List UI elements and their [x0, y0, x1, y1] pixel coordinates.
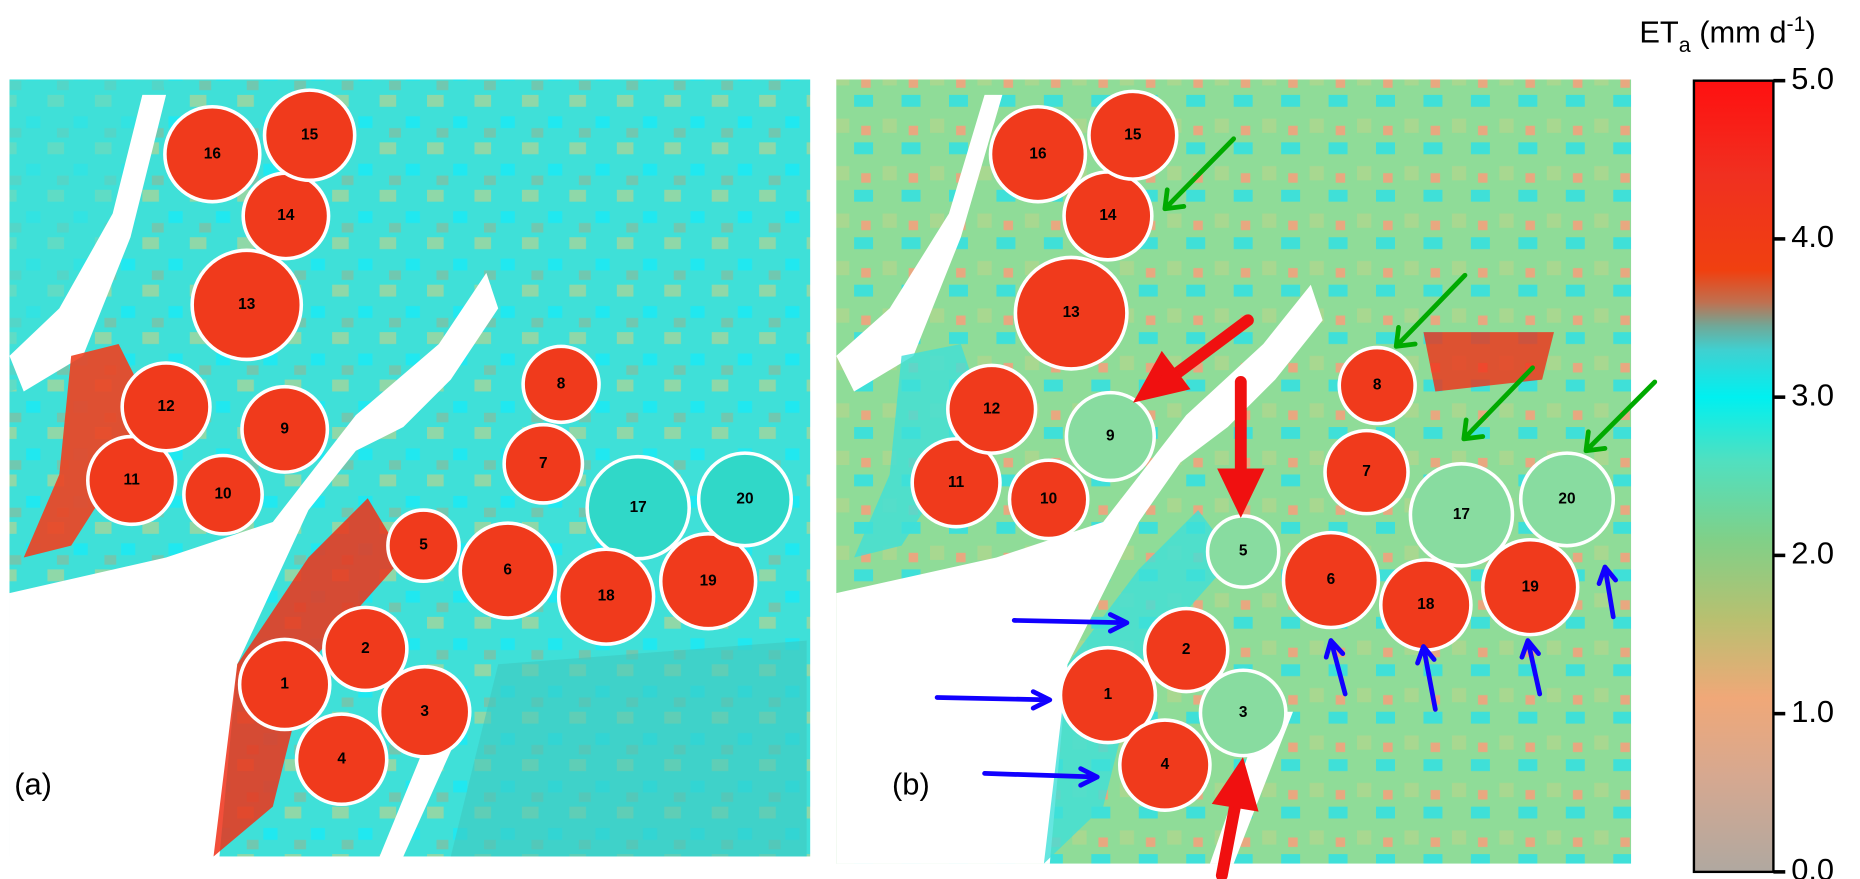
title-unit: (mm d: [1691, 15, 1787, 50]
field-label: 18: [598, 588, 616, 605]
colorbar-tick-label: 3.0: [1791, 377, 1834, 412]
field-label: 16: [1029, 145, 1047, 162]
field-label: 17: [1453, 506, 1470, 523]
field-label: 15: [1124, 126, 1142, 143]
field-label: 13: [1063, 304, 1081, 321]
field-label: 5: [419, 537, 428, 554]
panel-label: (a): [14, 767, 52, 802]
title-sub: a: [1679, 33, 1691, 57]
field-label: 13: [238, 296, 256, 313]
colorbar-title: ETa (mm d-1): [1639, 12, 1815, 57]
figure: 1234567891011121314151617181920123456789…: [0, 0, 1860, 879]
field-label: 6: [1327, 571, 1336, 588]
field-label: 15: [301, 126, 319, 143]
field-label: 8: [557, 375, 566, 392]
colorbar-tick-label: 0.0: [1791, 852, 1834, 879]
field-label: 18: [1417, 596, 1435, 613]
title-main: ET: [1639, 15, 1679, 50]
field-label: 20: [1558, 490, 1575, 507]
field-label: 12: [158, 398, 175, 415]
colorbar-tick-label: 2.0: [1791, 536, 1834, 571]
field-label: 5: [1239, 543, 1248, 560]
field-label: 11: [948, 474, 965, 491]
field-label: 2: [361, 640, 370, 657]
colorbar-tick-label: 4.0: [1791, 219, 1834, 254]
field-label: 6: [503, 562, 512, 579]
field-label: 17: [630, 499, 647, 516]
field-label: 4: [337, 750, 346, 767]
field-label: 10: [1040, 490, 1057, 507]
field-label: 11: [124, 472, 141, 489]
field-label: 7: [1362, 463, 1371, 480]
field-label: 14: [277, 207, 295, 224]
field-label: 7: [539, 455, 548, 472]
field-label: 1: [280, 676, 289, 693]
field-label: 10: [214, 486, 231, 503]
field-label: 4: [1161, 756, 1170, 773]
field-label: 8: [1373, 377, 1382, 394]
colorbar-tick-label: 1.0: [1791, 694, 1834, 729]
colorbar: ETa (mm d-1): [1639, 12, 1815, 872]
field-label: 2: [1182, 641, 1191, 658]
field-label: 14: [1099, 207, 1117, 224]
panel-label: (b): [892, 767, 930, 802]
title-sup: -1: [1787, 12, 1806, 36]
field-label: 3: [1239, 704, 1248, 721]
field-label: 16: [204, 145, 222, 162]
field-label: 19: [1522, 578, 1539, 595]
field-label: 9: [1106, 428, 1115, 445]
field-label: 20: [736, 490, 753, 507]
field-label: 19: [700, 572, 717, 589]
title-end: ): [1806, 15, 1816, 50]
field-label: 9: [280, 420, 289, 437]
field-label: 1: [1104, 686, 1113, 703]
colorbar-tick-label: 5.0: [1791, 61, 1834, 96]
field-label: 12: [983, 400, 1000, 417]
field-label: 3: [420, 703, 429, 720]
